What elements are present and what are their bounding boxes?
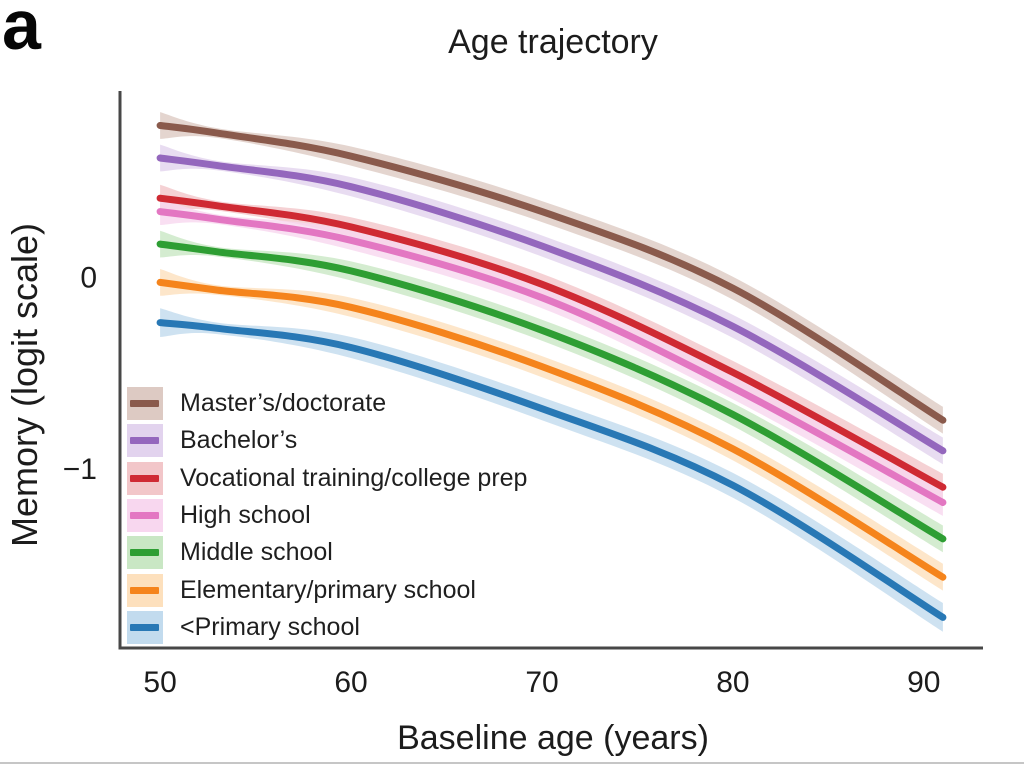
legend-line-icon	[130, 512, 159, 520]
chart-legend: Master’s/doctorate Bachelor’s Vocational t…	[127, 385, 527, 646]
x-tick-70: 70	[525, 666, 558, 699]
legend-swatch-icon	[127, 499, 163, 533]
series-line-vocational-training-college-prep	[156, 194, 947, 491]
legend-item-high-school: High school	[127, 497, 527, 534]
legend-item-bachelor-s: Bachelor’s	[127, 422, 527, 459]
legend-label: High school	[180, 501, 311, 530]
x-tick-60: 60	[334, 666, 367, 699]
legend-item-middle-school: Middle school	[127, 534, 527, 571]
x-tick-50: 50	[143, 666, 176, 699]
series-line-master-s-doctorate	[156, 122, 947, 424]
legend-line-icon	[130, 474, 159, 482]
legend-item-elementary-primary-school: Elementary/primary school	[127, 571, 527, 608]
x-tick-80: 80	[716, 666, 749, 699]
legend-line-icon	[130, 437, 159, 445]
y-tick--1: −1	[63, 453, 97, 486]
legend-line-icon	[130, 586, 159, 594]
legend-item-primary-school: <Primary school	[127, 609, 527, 646]
legend-item-vocational-training-college-prep: Vocational training/college prep	[127, 460, 527, 497]
y-tick-0: 0	[80, 262, 97, 295]
legend-line-icon	[130, 549, 159, 557]
series-line-elementary-primary-school	[156, 278, 947, 581]
chart-title: Age trajectory	[448, 23, 658, 61]
x-tick-90: 90	[907, 666, 940, 699]
legend-swatch-icon	[127, 461, 163, 495]
legend-item-master-s-doctorate: Master’s/doctorate	[127, 385, 527, 422]
series-line-bachelor-s	[156, 154, 947, 455]
series-line-high-school	[156, 208, 947, 506]
legend-line-icon	[130, 400, 159, 408]
legend-swatch-icon	[127, 387, 163, 421]
legend-line-icon	[130, 623, 159, 631]
legend-swatch-icon	[127, 536, 163, 570]
legend-swatch-icon	[127, 424, 163, 458]
legend-label: <Primary school	[180, 612, 360, 641]
legend-label: Elementary/primary school	[180, 575, 476, 604]
panel-label: a	[2, 0, 41, 64]
series-line-middle-school	[156, 240, 947, 543]
bottom-border-line	[0, 762, 1024, 764]
series-line-primary-school	[156, 319, 947, 621]
legend-swatch-icon	[127, 610, 163, 644]
legend-label: Bachelor’s	[180, 426, 298, 455]
legend-label: Vocational training/college prep	[180, 463, 528, 492]
legend-label: Middle school	[180, 538, 333, 567]
legend-swatch-icon	[127, 573, 163, 607]
legend-label: Master’s/doctorate	[180, 389, 387, 418]
x-axis-label: Baseline age (years)	[397, 719, 709, 757]
